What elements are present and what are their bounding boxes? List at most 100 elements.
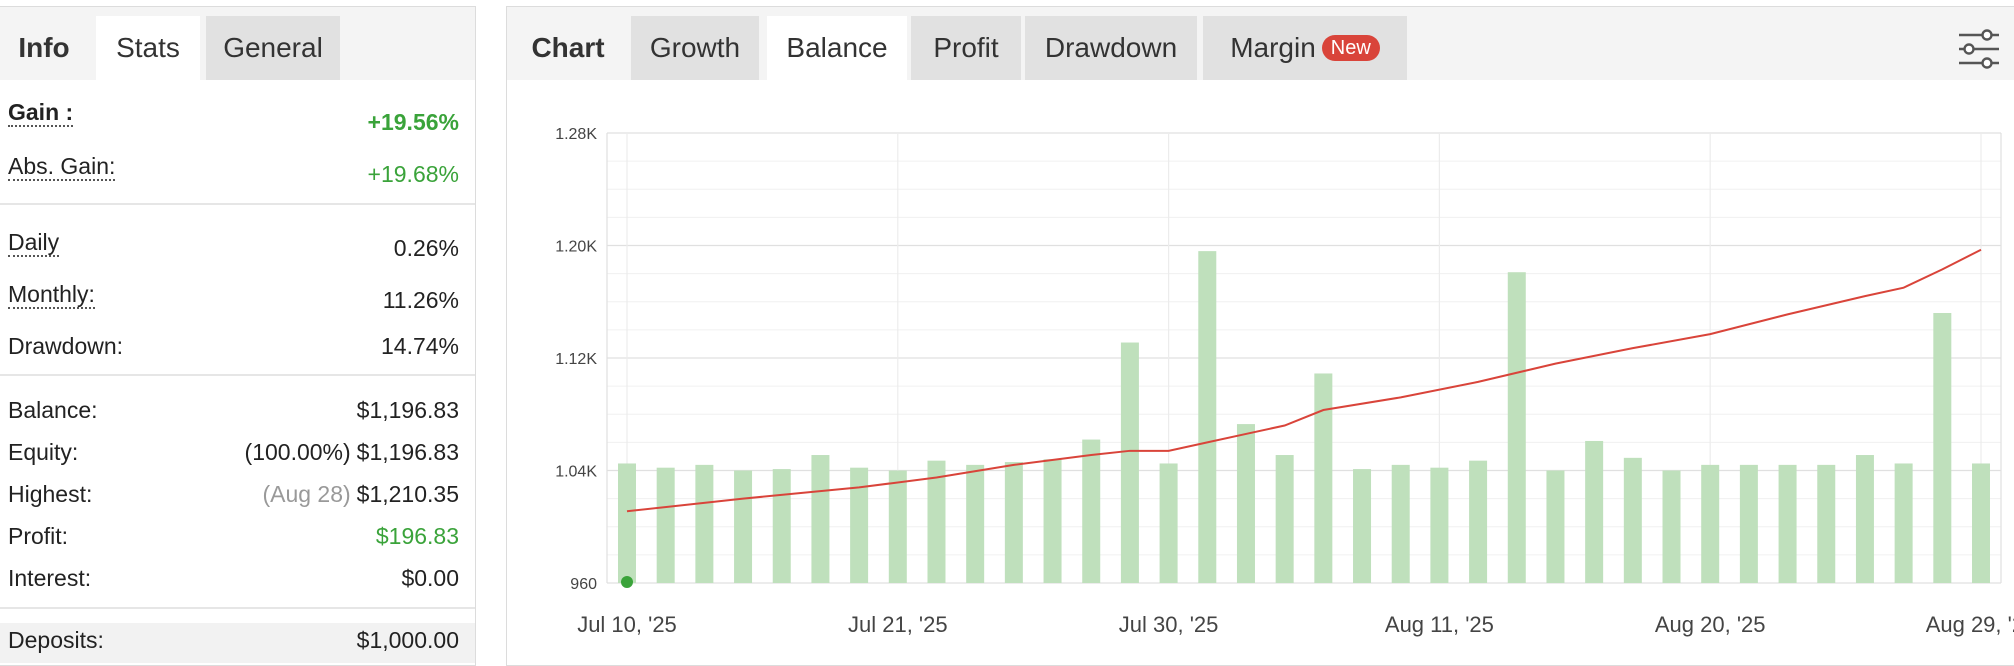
bar [656, 467, 675, 583]
stat-balance-label: Balance: [8, 397, 98, 423]
bar [1391, 464, 1410, 583]
stat-daily-value: 0.26% [393, 235, 459, 261]
bar [772, 469, 791, 583]
bar [1585, 440, 1604, 583]
tab-growth[interactable]: Growth [631, 16, 759, 80]
stat-abs-gain: Abs. Gain: +19.68% [0, 153, 475, 193]
bar [1623, 457, 1642, 583]
tab-profit[interactable]: Profit [911, 16, 1021, 80]
stat-deposits-label: Deposits: [8, 627, 104, 653]
stat-profit-label: Profit: [8, 523, 69, 549]
bar [1120, 342, 1139, 583]
divider [0, 607, 475, 609]
stat-monthly: Monthly: 11.26% [0, 281, 475, 321]
bar [1353, 469, 1372, 583]
divider [0, 374, 475, 376]
bar [1817, 464, 1836, 583]
tab-stats[interactable]: Stats [96, 16, 200, 80]
stat-gain-label[interactable]: Gain : [8, 99, 74, 127]
stats-panel: Info Stats General Gain : +19.56% Abs. G… [0, 6, 476, 666]
bar [618, 463, 636, 583]
stat-daily: Daily 0.26% [0, 229, 475, 269]
stat-interest-label: Interest: [8, 565, 92, 591]
bar [1507, 272, 1526, 583]
y-tick-label: 1.20K [555, 239, 597, 256]
stat-monthly-value: 11.26% [382, 287, 459, 313]
bar [1082, 439, 1101, 583]
bar [1855, 455, 1874, 583]
tab-chart[interactable]: Chart [531, 32, 605, 63]
tab-margin[interactable]: Margin New [1203, 16, 1407, 80]
tab-balance[interactable]: Balance [767, 16, 907, 80]
y-tick-label: 1.04K [555, 464, 597, 481]
sliders-icon[interactable] [1955, 25, 2003, 73]
bar [850, 467, 869, 583]
x-tick-label: Aug 20, '25 [1655, 612, 1766, 637]
x-tick-label: Jul 10, '25 [577, 612, 677, 637]
stat-gain-value: +19.56% [367, 109, 459, 135]
stats-tabbar: Info Stats General [0, 7, 475, 80]
y-tick-label: 960 [570, 576, 597, 593]
bar [1236, 424, 1255, 583]
stat-daily-label[interactable]: Daily [8, 229, 60, 257]
bar [1933, 313, 1952, 583]
stat-deposits: Deposits: $1,000.00 [0, 627, 475, 665]
bar [1894, 463, 1913, 583]
balance-chart[interactable]: 960 1.04K 1.12K 1.20K 1.28K Jul 10, '25 Jul 21… [507, 7, 2014, 666]
bar [1701, 464, 1720, 583]
tab-general[interactable]: General [206, 16, 340, 80]
stat-abs-gain-label[interactable]: Abs. Gain: [8, 153, 116, 181]
bar [734, 470, 753, 583]
stat-highest-label: Highest: [8, 481, 93, 507]
bar [966, 464, 985, 583]
stat-profit-value: $196.83 [375, 523, 459, 549]
stat-equity-label: Equity: [8, 439, 79, 465]
bar [1430, 467, 1449, 583]
bar [811, 455, 830, 583]
bar [695, 464, 714, 583]
stat-abs-gain-value: +19.68% [367, 161, 459, 187]
start-marker [621, 576, 633, 588]
stat-drawdown-value: 14.74% [380, 333, 459, 359]
bar [1159, 463, 1178, 583]
tab-margin-label: Margin [1230, 32, 1316, 63]
chart-panel: Chart Growth Balance Profit Drawdown Mar… [506, 6, 2014, 666]
bar [888, 470, 907, 583]
stat-balance: Balance: $1,196.83 [0, 397, 475, 437]
bar [1739, 464, 1758, 583]
stat-gain: Gain : +19.56% [0, 99, 475, 139]
bar [1275, 455, 1294, 583]
stat-highest-value: (Aug 28) $1,210.35 [262, 481, 459, 508]
chart-tabbar: Chart Growth Balance Profit Drawdown Mar… [507, 7, 2014, 80]
bar [927, 460, 946, 583]
x-tick-label: Aug 29, '25 [1926, 612, 2014, 637]
stat-profit: Profit: $196.83 [0, 523, 475, 563]
stat-deposits-value: $1,000.00 [356, 627, 459, 653]
tab-drawdown[interactable]: Drawdown [1025, 16, 1197, 80]
stat-equity-percent: (100.00%) [244, 439, 351, 465]
stat-drawdown: Drawdown: 14.74% [0, 333, 475, 373]
stat-interest: Interest: $0.00 [0, 565, 475, 605]
divider [0, 203, 475, 205]
stat-interest-value: $0.00 [401, 565, 459, 591]
bar [1972, 463, 1990, 583]
new-badge: New [1321, 34, 1380, 61]
tab-info[interactable]: Info [18, 32, 70, 63]
stat-drawdown-label: Drawdown: [8, 333, 124, 359]
stat-equity-amount: $1,196.83 [356, 439, 459, 465]
bar [1469, 460, 1488, 583]
stat-equity: Equity: (100.00%) $1,196.83 [0, 439, 475, 479]
y-tick-label: 1.12K [555, 351, 597, 368]
stat-monthly-label[interactable]: Monthly: [8, 281, 95, 309]
stat-highest-date: (Aug 28) [262, 481, 351, 507]
stat-highest-amount: $1,210.35 [356, 481, 459, 507]
stat-equity-value: (100.00%) $1,196.83 [245, 439, 459, 466]
bar [1778, 464, 1797, 583]
bar [1004, 462, 1023, 583]
balance-line [626, 248, 1982, 513]
bar [1546, 470, 1565, 583]
bar [1198, 251, 1217, 583]
stat-balance-value: $1,196.83 [356, 397, 459, 423]
bar [1662, 470, 1681, 583]
bar [1314, 373, 1333, 583]
